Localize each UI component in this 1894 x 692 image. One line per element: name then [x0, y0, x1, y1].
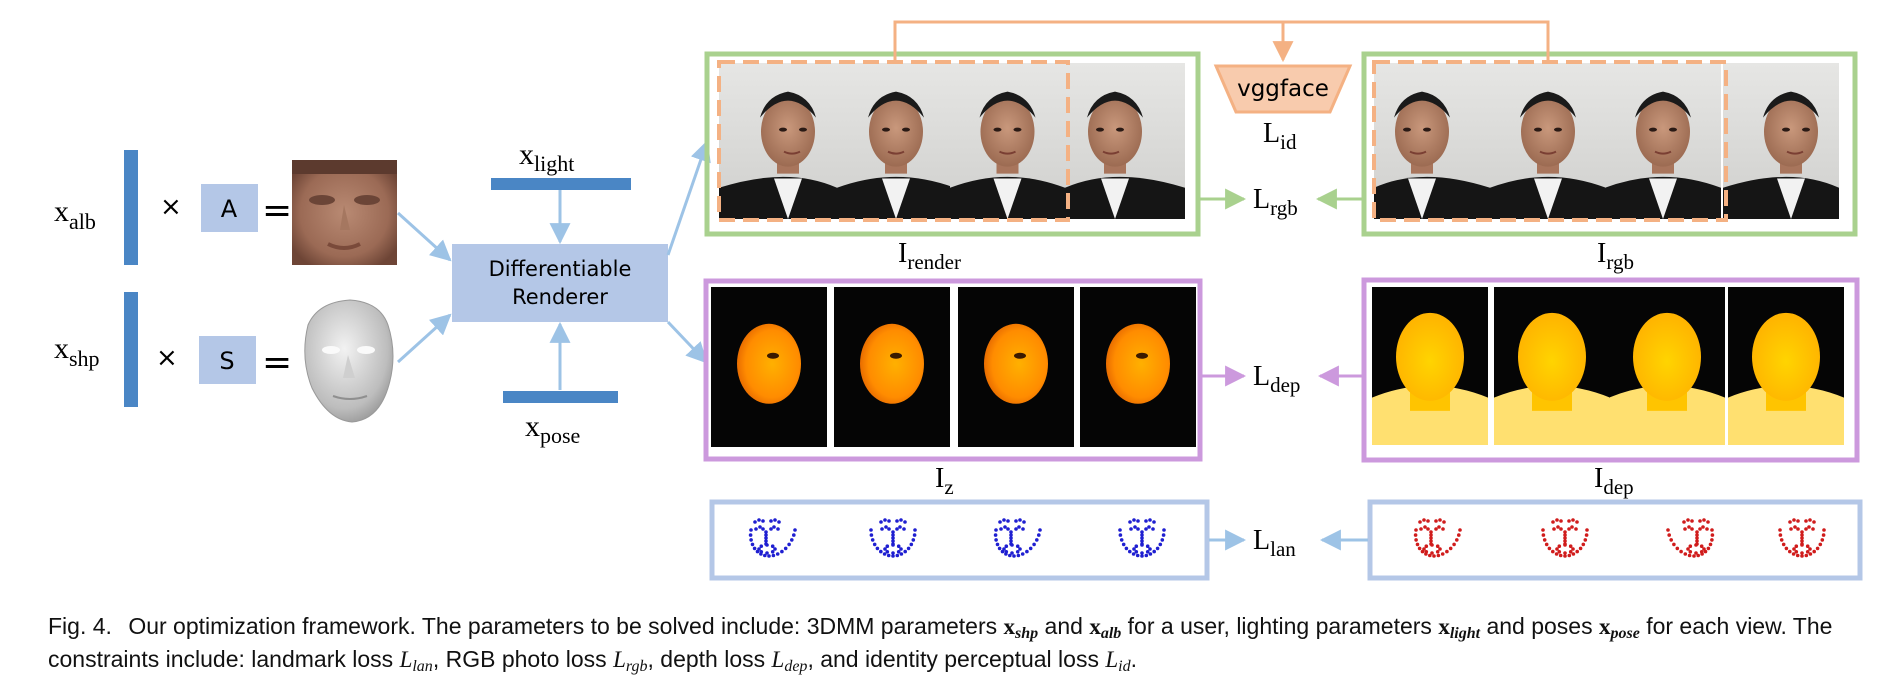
rendered-landmarks-3	[993, 518, 1042, 558]
rendered-depth-1	[711, 287, 827, 447]
var-x-pose: xpose	[1598, 614, 1640, 642]
rendered-depth-strip	[711, 287, 1196, 447]
albedo-texture-image	[292, 160, 397, 265]
arrow-renderer-to-render	[666, 140, 711, 256]
differentiable-renderer-box	[452, 244, 668, 322]
rgb-loss-label: Lrgb	[1253, 184, 1298, 220]
x-light-label: xlight	[519, 138, 574, 176]
var-x-alb: xalb	[1089, 614, 1122, 642]
albedo-basis-box	[201, 184, 258, 232]
figure-caption: Fig. 4. Our optimization framework. The …	[48, 610, 1878, 676]
vggface-label: vggface	[1237, 76, 1329, 102]
caption-text-8: , and identity perceptual loss	[807, 646, 1106, 672]
var-l-id: Lid	[1105, 647, 1131, 675]
target-depth-1	[1372, 287, 1488, 445]
caption-text-5: for each view. The constraints include: …	[48, 613, 1833, 672]
render-photo-strip	[719, 63, 1185, 219]
render-photo-2	[837, 63, 955, 219]
target-landmarks-frame	[1367, 499, 1863, 581]
arrow-renderer-to-depth	[666, 320, 708, 364]
landmark-loss-label: Llan	[1253, 525, 1296, 561]
x-shp-vector-bar	[124, 292, 138, 407]
caption-text-4: and poses	[1480, 613, 1599, 639]
renderer-label-line1: Differentiable	[489, 257, 632, 281]
var-x-shp: xshp	[1003, 614, 1039, 642]
target-rgb-photo-4	[1723, 63, 1839, 219]
var-l-dep: Ldep	[771, 647, 808, 675]
target-landmarks-2	[1541, 518, 1589, 558]
target-depth-strip	[1372, 287, 1844, 445]
times-symbol-shp: ×	[156, 343, 178, 373]
vggface-network-block	[1213, 64, 1353, 114]
target-rgb-caption: Irgb	[1597, 238, 1634, 274]
shape-basis-label: S	[219, 347, 234, 375]
target-vggface-dashed-selection	[1372, 60, 1728, 222]
rendered-landmarks-4	[1118, 518, 1166, 558]
x-alb-label: xalb	[54, 195, 96, 234]
x-alb-vector-bar	[124, 150, 138, 265]
x-light-vector-bar	[491, 178, 631, 190]
rendered-depth-3	[958, 287, 1074, 447]
rendered-landmarks-frame	[709, 499, 1210, 581]
render-photo-3	[950, 63, 1065, 219]
rendered-depth-caption: Iz	[935, 463, 954, 499]
times-symbol-alb: ×	[160, 192, 182, 222]
target-rgb-photo-3	[1605, 63, 1721, 219]
render-photo-1	[719, 63, 837, 219]
target-rgb-photo-2	[1490, 63, 1606, 219]
target-landmarks-4	[1778, 518, 1826, 558]
renderer-label-line2: Renderer	[512, 285, 608, 309]
identity-loss-label: Lid	[1263, 118, 1297, 154]
caption-text-1: Our optimization framework. The paramete…	[128, 613, 1004, 639]
vggface-feedback-line	[893, 20, 1550, 62]
target-landmarks-3	[1666, 518, 1715, 558]
figure-number: Fig. 4.	[48, 613, 112, 639]
rendered-landmarks-1	[748, 518, 797, 558]
x-pose-vector-bar	[503, 391, 618, 403]
arrow-shape-to-renderer	[396, 313, 452, 364]
x-pose-label: xpose	[525, 410, 580, 448]
target-rgb-photo-strip	[1374, 63, 1839, 219]
depth-loss-label: Ldep	[1253, 361, 1300, 397]
equals-symbol-alb: =	[262, 190, 292, 231]
target-rgb-images-frame	[1361, 51, 1858, 237]
var-l-lan: Llan	[399, 647, 433, 675]
rendered-depth-frame	[703, 278, 1203, 462]
render-images-caption: Irender	[898, 238, 961, 274]
equals-symbol-shp: =	[262, 342, 292, 383]
rendered-landmarks-2	[869, 518, 917, 558]
optimization-framework-diagram: xalb xshp × × A S = = Differentiable Ren…	[54, 20, 1863, 581]
shape-mesh-image	[304, 299, 394, 423]
target-depth-2	[1494, 287, 1610, 445]
var-l-rgb: Lrgb	[613, 647, 648, 675]
target-landmarks-1	[1413, 518, 1462, 558]
albedo-basis-label: A	[221, 195, 238, 223]
arrow-albedo-to-renderer	[396, 211, 452, 262]
rendered-depth-4	[1080, 287, 1196, 447]
target-landmarks-strip	[1413, 518, 1826, 558]
var-x-light: xlight	[1438, 614, 1481, 642]
rendered-depth-2	[834, 287, 950, 447]
target-depth-frame	[1361, 277, 1860, 463]
target-depth-4	[1728, 287, 1844, 445]
render-images-frame	[704, 51, 1201, 237]
caption-text-3: for a user, lighting parameters	[1121, 613, 1439, 639]
target-rgb-photo-1	[1374, 63, 1490, 219]
caption-text-9: .	[1130, 646, 1137, 672]
caption-text-2: and	[1038, 613, 1090, 639]
target-depth-caption: Idep	[1594, 463, 1634, 499]
rendered-landmarks-strip	[748, 518, 1166, 558]
caption-text-7: , depth loss	[647, 646, 772, 672]
caption-text-6: , RGB photo loss	[432, 646, 614, 672]
shape-basis-box	[199, 336, 256, 384]
target-depth-3	[1609, 287, 1725, 445]
x-shp-label: xshp	[54, 332, 100, 371]
render-photo-4	[1065, 63, 1185, 219]
